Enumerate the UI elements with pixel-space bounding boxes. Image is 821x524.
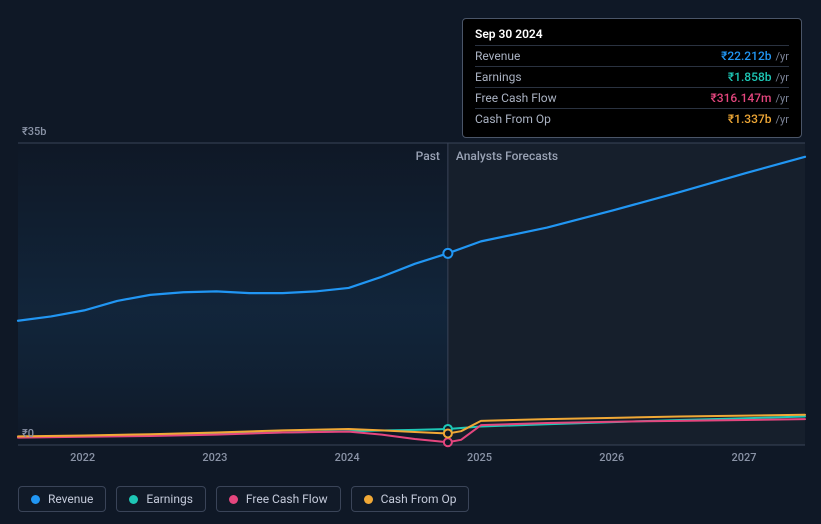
label-forecasts: Analysts Forecasts: [456, 149, 558, 163]
x-tick: 2026: [599, 451, 624, 464]
tooltip-row-value: ₹22.212b: [721, 49, 771, 63]
tooltip-row-value: ₹1.858b: [728, 70, 772, 84]
legend-item-revenue[interactable]: Revenue: [18, 486, 106, 512]
x-tick: 2025: [467, 451, 492, 464]
marker-cfo: [444, 429, 452, 437]
legend-dot-icon: [31, 495, 40, 504]
y-tick-bottom: ₹0: [22, 427, 34, 440]
legend-item-earnings[interactable]: Earnings: [116, 486, 206, 512]
tooltip-row-label: Cash From Op: [475, 112, 551, 126]
tooltip-row-value: ₹1.337b: [728, 112, 772, 126]
tooltip-row-label: Revenue: [475, 49, 520, 63]
legend-dot-icon: [229, 495, 238, 504]
tooltip-row: Free Cash Flow ₹316.147m/yr: [475, 87, 789, 108]
tooltip-date: Sep 30 2024: [475, 27, 789, 45]
label-past: Past: [416, 149, 440, 163]
legend-dot-icon: [129, 495, 138, 504]
legend-dot-icon: [364, 495, 373, 504]
tooltip-row-suffix: /yr: [776, 50, 789, 63]
tooltip-row: Revenue ₹22.212b/yr: [475, 45, 789, 66]
financial-forecast-chart: ₹35b ₹0 Past Analysts Forecasts 2022 2023…: [0, 0, 821, 524]
tooltip-row: Cash From Op ₹1.337b/yr: [475, 108, 789, 129]
x-tick: 2024: [335, 451, 360, 464]
tooltip-row-suffix: /yr: [776, 71, 789, 84]
x-tick: 2023: [202, 451, 227, 464]
marker-revenue: [443, 249, 452, 258]
tooltip-row-suffix: /yr: [776, 113, 789, 126]
legend-label: Earnings: [146, 492, 193, 506]
legend-item-fcf[interactable]: Free Cash Flow: [216, 486, 341, 512]
marker-fcf: [444, 438, 452, 446]
tooltip-row-label: Free Cash Flow: [475, 91, 557, 105]
x-tick: 2022: [70, 451, 95, 464]
tooltip-row-value: ₹316.147m: [711, 91, 772, 105]
tooltip-row: Earnings ₹1.858b/yr: [475, 66, 789, 87]
chart-legend: Revenue Earnings Free Cash Flow Cash From O…: [18, 486, 469, 512]
y-tick-top: ₹35b: [22, 125, 46, 138]
legend-label: Cash From Op: [381, 492, 457, 506]
tooltip-row-suffix: /yr: [776, 92, 789, 105]
tooltip-row-label: Earnings: [475, 70, 522, 84]
legend-label: Revenue: [48, 492, 93, 506]
legend-item-cfo[interactable]: Cash From Op: [351, 486, 470, 512]
chart-tooltip: Sep 30 2024 Revenue ₹22.212b/yr Earnings ₹1…: [462, 18, 802, 138]
x-tick: 2027: [731, 451, 756, 464]
legend-label: Free Cash Flow: [246, 492, 328, 506]
